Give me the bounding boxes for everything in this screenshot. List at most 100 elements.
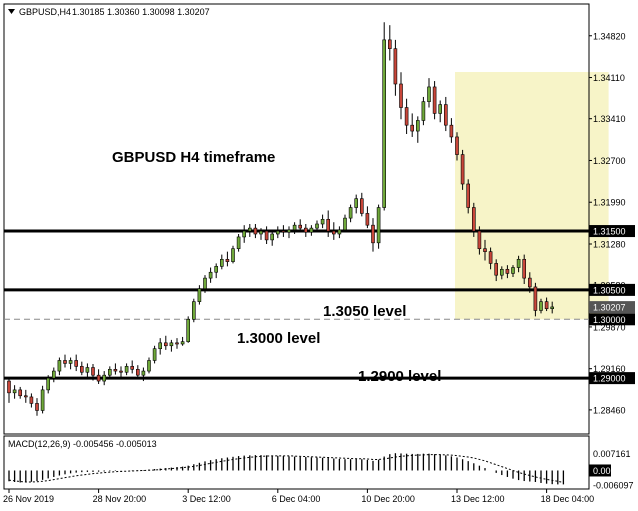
candle xyxy=(169,339,174,352)
candle xyxy=(432,81,437,120)
price-tick-label: 1.29160 xyxy=(593,364,626,374)
candle-body xyxy=(40,389,45,411)
candle-body xyxy=(331,230,336,235)
candle-body xyxy=(315,223,319,229)
candle-body xyxy=(471,207,476,232)
candle-body xyxy=(432,86,437,114)
candle xyxy=(203,275,207,293)
candle xyxy=(192,298,196,323)
candle-body xyxy=(376,207,381,244)
macd-label: MACD(12,26,9) -0.005456 -0.005013 xyxy=(8,439,157,449)
candle-body xyxy=(51,370,56,379)
candle xyxy=(460,149,465,190)
current-price-tag-bg xyxy=(589,301,635,314)
candle-body xyxy=(186,318,190,342)
candle xyxy=(57,357,62,376)
candle-body xyxy=(124,366,129,373)
annotation-1-3050: 1.3050 level xyxy=(323,303,406,320)
price-tick-label: 1.31280 xyxy=(593,240,626,250)
candle xyxy=(236,234,241,252)
candle-body xyxy=(85,367,90,373)
candle xyxy=(152,345,157,364)
candle xyxy=(298,219,303,233)
candle xyxy=(29,393,34,408)
level-tag-1: 1.30500 xyxy=(593,285,626,295)
candle xyxy=(331,222,336,240)
candle xyxy=(253,224,258,239)
quote-values: 1.30185 1.30360 1.30098 1.30207 xyxy=(72,7,210,17)
candle xyxy=(51,367,56,383)
candle xyxy=(136,365,140,379)
candle xyxy=(18,386,23,399)
candle xyxy=(399,72,403,120)
candle xyxy=(393,39,398,96)
candle-body xyxy=(343,217,347,231)
candle xyxy=(477,226,482,255)
candle xyxy=(264,226,269,244)
candle xyxy=(348,204,353,223)
candle-body xyxy=(12,389,17,394)
candle xyxy=(494,259,499,282)
time-tick-label: 26 Nov 2019 xyxy=(3,494,54,504)
candle-body xyxy=(387,39,392,50)
candle-body xyxy=(158,342,162,350)
candle-body xyxy=(415,120,420,132)
candle-body xyxy=(141,370,146,376)
time-tick-label: 28 Nov 20:00 xyxy=(93,494,147,504)
time-tick-label: 3 Dec 12:00 xyxy=(182,494,231,504)
candle-body xyxy=(354,198,359,208)
candle xyxy=(119,366,123,377)
candle-body xyxy=(371,224,375,244)
level-tag-bg-0 xyxy=(589,225,635,238)
candle xyxy=(449,118,454,143)
candle-body xyxy=(180,341,185,345)
candle-body xyxy=(303,227,308,233)
candle-body xyxy=(533,286,538,311)
macd-tick-label: 0.007161 xyxy=(593,449,631,459)
current-price-tag: 1.30207 xyxy=(593,303,626,313)
candle-body xyxy=(499,268,504,276)
level-tags: 1.31500 1.30500 1.30000 1.29000 1.30207 xyxy=(589,225,635,385)
candle-body xyxy=(164,342,168,347)
candle-body xyxy=(264,230,269,241)
candle-body xyxy=(466,183,471,208)
candle xyxy=(539,298,543,314)
candle-body xyxy=(91,367,95,376)
candle xyxy=(46,375,51,394)
candle xyxy=(108,366,112,380)
chart-header: GBPUSD,H4 1.30185 1.30360 1.30098 1.3020… xyxy=(8,7,210,17)
candle-body xyxy=(292,224,297,231)
candle xyxy=(309,225,314,236)
candle xyxy=(141,367,146,382)
level-tag-2: 1.30000 xyxy=(593,315,626,325)
candle xyxy=(404,98,409,134)
candle xyxy=(197,285,202,305)
candle xyxy=(382,22,387,211)
level-tag-0: 1.31500 xyxy=(593,227,626,237)
price-tick-label: 1.34110 xyxy=(593,73,625,83)
candle xyxy=(231,245,235,264)
candle-body xyxy=(147,360,151,372)
time-tick-label: 10 Dec 20:00 xyxy=(361,494,415,504)
macd-indicator xyxy=(8,453,565,485)
candle-body xyxy=(404,107,409,126)
dropdown-triangle-icon[interactable] xyxy=(8,9,15,14)
candle-body xyxy=(253,227,258,235)
candle xyxy=(63,354,67,368)
candle xyxy=(175,338,179,349)
candle-body xyxy=(18,389,23,397)
candle xyxy=(483,239,487,261)
candle xyxy=(80,361,84,376)
candle xyxy=(124,363,129,376)
candle xyxy=(544,297,549,312)
annotation-1-2900: 1.2900 level xyxy=(358,368,441,385)
candle-body xyxy=(113,368,118,372)
candle xyxy=(281,225,286,237)
price-tick-label: 1.32700 xyxy=(593,156,626,166)
candle xyxy=(343,214,347,233)
candle-body xyxy=(539,301,543,311)
candle-body xyxy=(242,230,246,238)
candle-body xyxy=(460,154,465,185)
candle xyxy=(23,389,28,403)
candle xyxy=(320,214,325,229)
